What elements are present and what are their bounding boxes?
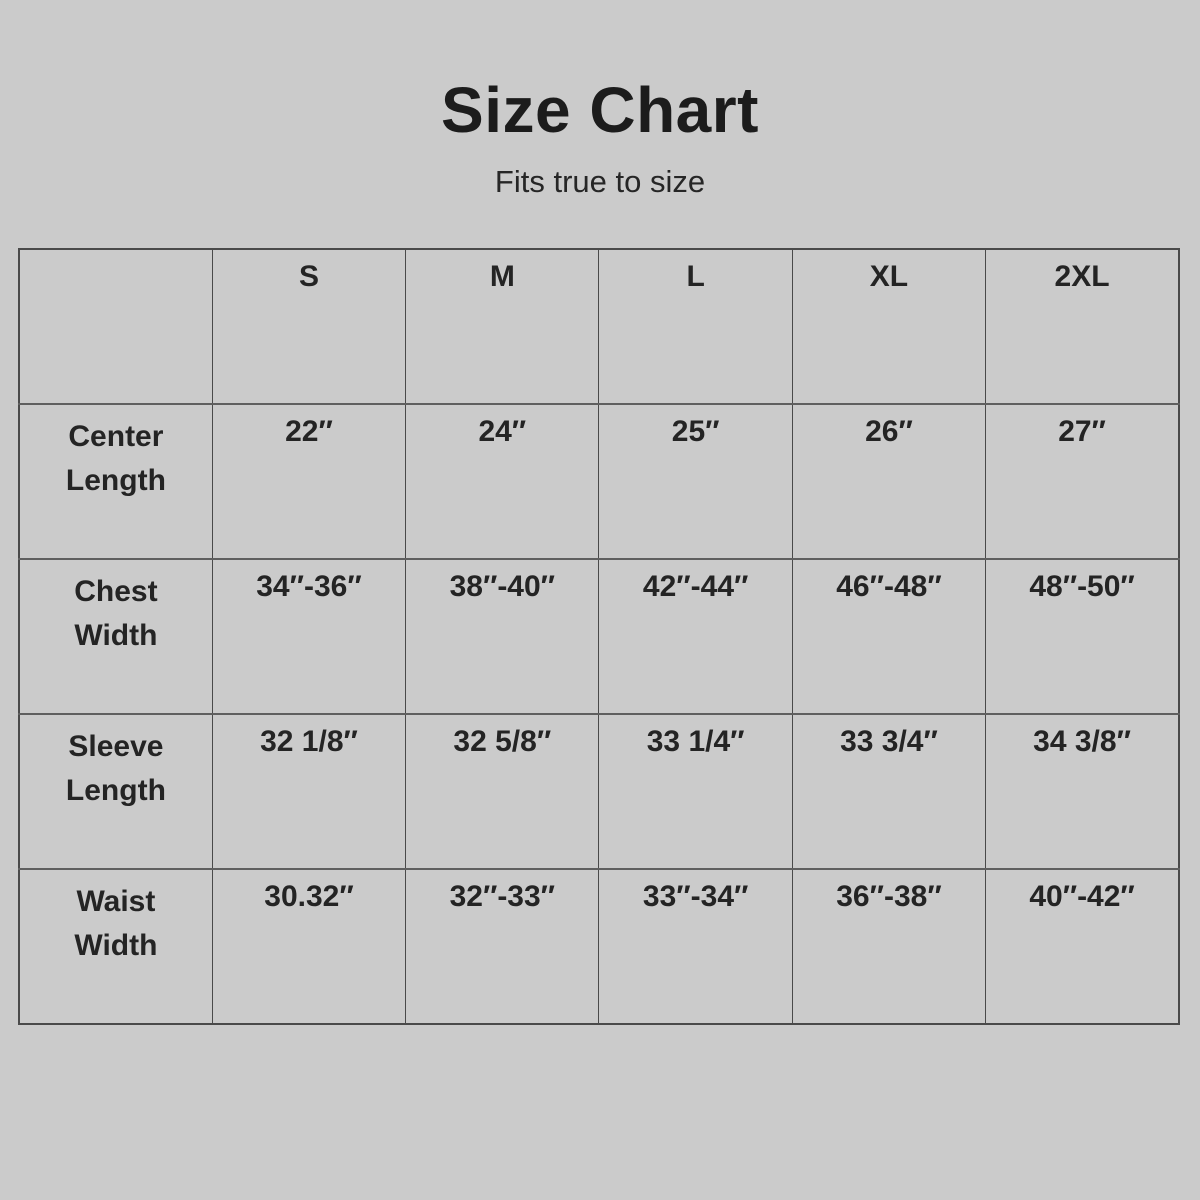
size-chart-table: S M L XL 2XL Center Length 22″ 24″ 25″ 2… (17, 248, 1181, 1025)
row-label-sleeve-length: Sleeve Length (17, 713, 213, 870)
size-value-cell: 34 3/8″ (985, 713, 1181, 870)
table-row-chest-width: Chest Width 34″-36″ 38″-40″ 42″-44″ 46″-… (17, 558, 1181, 715)
column-header-s: S (211, 248, 407, 405)
row-label-waist-width: Waist Width (17, 868, 213, 1025)
size-value-cell: 32 1/8″ (211, 713, 407, 870)
table-row-waist-width: Waist Width 30.32″ 32″-33″ 33″-34″ 36″-3… (17, 868, 1181, 1025)
size-value-cell: 38″-40″ (405, 558, 600, 715)
size-value-cell: 33″-34″ (598, 868, 793, 1025)
page-title: Size Chart (441, 74, 759, 146)
size-value-cell: 36″-38″ (791, 868, 987, 1025)
row-label-chest-width: Chest Width (17, 558, 213, 715)
column-header-l: L (598, 248, 793, 405)
size-value-cell: 48″-50″ (985, 558, 1181, 715)
table-row-center-length: Center Length 22″ 24″ 25″ 26″ 27″ (17, 403, 1181, 560)
corner-cell (17, 248, 213, 405)
size-value-cell: 30.32″ (211, 868, 407, 1025)
column-header-xl: XL (791, 248, 987, 405)
row-label-center-length: Center Length (17, 403, 213, 560)
size-value-cell: 25″ (598, 403, 793, 560)
size-value-cell: 22″ (211, 403, 407, 560)
page-header: Size Chart Fits true to size (0, 0, 1200, 197)
size-value-cell: 32 5/8″ (405, 713, 600, 870)
size-value-cell: 33 3/4″ (791, 713, 987, 870)
size-value-cell: 27″ (985, 403, 1181, 560)
size-value-cell: 34″-36″ (211, 558, 407, 715)
size-value-cell: 42″-44″ (598, 558, 793, 715)
size-value-cell: 32″-33″ (405, 868, 600, 1025)
page-subtitle: Fits true to size (494, 164, 706, 199)
size-value-cell: 40″-42″ (985, 868, 1181, 1025)
column-header-2xl: 2XL (985, 248, 1181, 405)
size-chart-header-row: S M L XL 2XL (17, 248, 1181, 405)
size-value-cell: 46″-48″ (791, 558, 987, 715)
table-row-sleeve-length: Sleeve Length 32 1/8″ 32 5/8″ 33 1/4″ 33… (17, 713, 1181, 870)
size-value-cell: 26″ (791, 403, 987, 560)
size-value-cell: 33 1/4″ (598, 713, 793, 870)
size-value-cell: 24″ (405, 403, 600, 560)
column-header-m: M (405, 248, 600, 405)
